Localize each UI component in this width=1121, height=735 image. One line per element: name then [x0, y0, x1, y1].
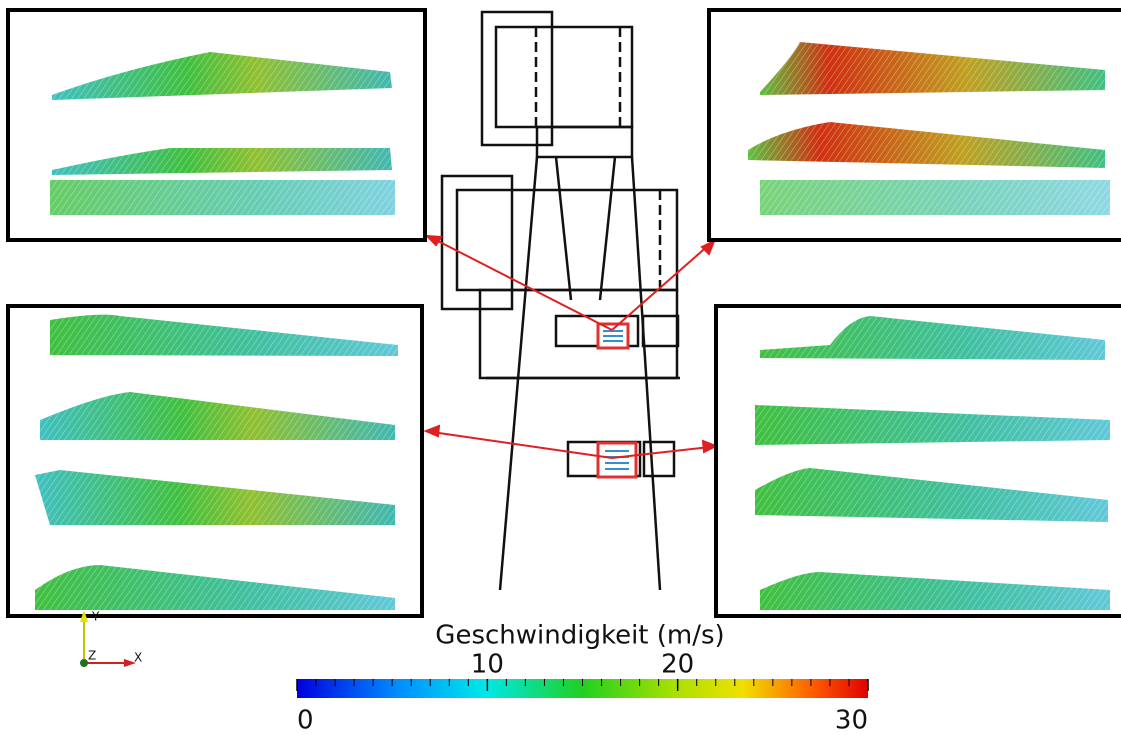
axis-y-label: Y — [91, 610, 100, 624]
schematic — [423, 10, 719, 591]
colorbar-title: Geschwindigkeit (m/s) — [435, 621, 724, 651]
flow-panels — [6, 8, 1121, 618]
axis-x-label: X — [134, 651, 142, 665]
tick-label: 20 — [661, 650, 694, 680]
axis-z-label: Z — [88, 649, 96, 663]
axes-triad: Y Z X — [80, 610, 142, 667]
colorbar-gradient — [297, 679, 868, 698]
colorbar: Geschwindigkeit (m/s) — [297, 621, 868, 698]
tick-label: 30 — [835, 706, 868, 735]
tick-label: 0 — [297, 706, 314, 735]
tick-label: 10 — [471, 650, 504, 680]
